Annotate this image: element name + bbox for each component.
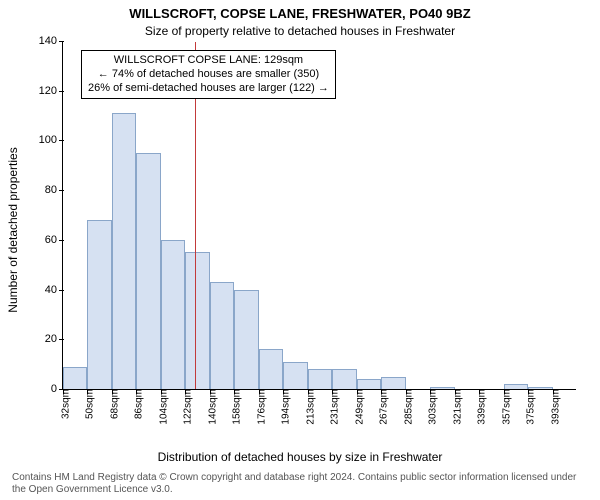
y-tick: 80 xyxy=(45,184,63,196)
attribution-text: Contains HM Land Registry data © Crown c… xyxy=(12,472,588,496)
bar xyxy=(504,384,528,389)
x-tick: 393sqm xyxy=(553,389,589,406)
bar xyxy=(63,367,87,389)
bar xyxy=(283,362,307,389)
x-axis-label: Distribution of detached houses by size … xyxy=(0,450,600,464)
bar xyxy=(234,290,258,389)
plot-area: 02040608010012014032sqm50sqm68sqm86sqm10… xyxy=(62,42,576,390)
bar xyxy=(210,282,234,389)
bar xyxy=(308,369,332,389)
bar xyxy=(136,153,160,389)
bar xyxy=(161,240,185,389)
annotation-line: 26% of semi-detached houses are larger (… xyxy=(88,82,329,96)
y-tick: 100 xyxy=(39,134,63,146)
bar xyxy=(332,369,356,389)
bar xyxy=(430,387,454,389)
bar xyxy=(357,379,381,389)
y-tick: 40 xyxy=(45,284,63,296)
bar xyxy=(185,252,209,389)
annotation-box: WILLSCROFT COPSE LANE: 129sqm← 74% of de… xyxy=(81,50,336,99)
y-tick: 60 xyxy=(45,234,63,246)
annotation-line: WILLSCROFT COPSE LANE: 129sqm xyxy=(88,54,329,68)
bar xyxy=(87,220,111,389)
bar xyxy=(528,387,552,389)
chart-title: WILLSCROFT, COPSE LANE, FRESHWATER, PO40… xyxy=(0,6,600,21)
y-tick: 140 xyxy=(39,35,63,47)
chart-subtitle: Size of property relative to detached ho… xyxy=(0,24,600,38)
bar xyxy=(381,377,405,389)
annotation-line: ← 74% of detached houses are smaller (35… xyxy=(88,68,329,82)
y-tick: 20 xyxy=(45,333,63,345)
bar xyxy=(259,349,283,389)
bar xyxy=(112,113,136,389)
y-tick: 120 xyxy=(39,85,63,97)
chart-container: WILLSCROFT, COPSE LANE, FRESHWATER, PO40… xyxy=(0,0,600,500)
